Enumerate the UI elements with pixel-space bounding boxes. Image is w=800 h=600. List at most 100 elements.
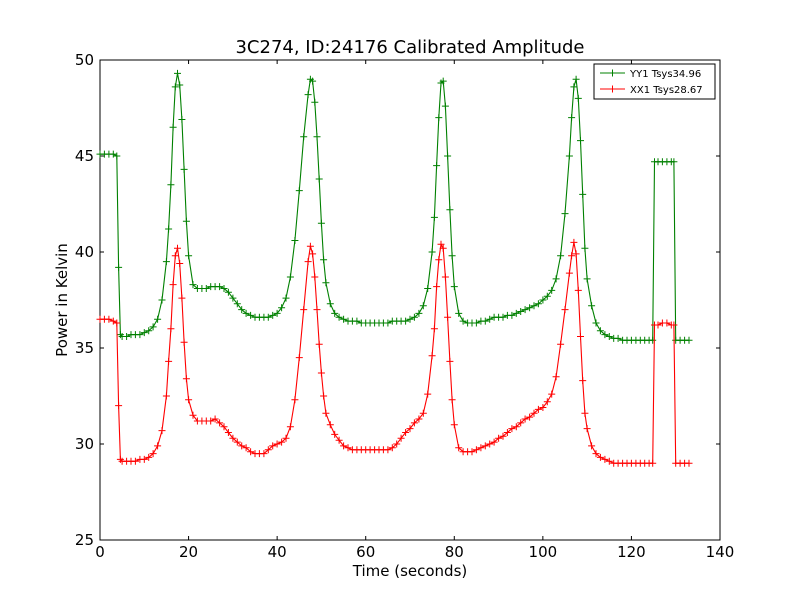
data-point bbox=[247, 311, 255, 319]
data-point bbox=[530, 409, 538, 417]
data-point bbox=[654, 321, 662, 329]
data-point bbox=[291, 237, 299, 244]
data-point bbox=[224, 429, 232, 436]
data-point bbox=[402, 317, 410, 325]
data-point bbox=[577, 333, 584, 340]
data-point bbox=[596, 327, 604, 335]
data-point bbox=[499, 432, 507, 440]
data-point bbox=[439, 77, 447, 85]
data-point bbox=[145, 327, 153, 335]
data-point bbox=[490, 438, 498, 446]
data-point bbox=[174, 69, 181, 77]
data-point bbox=[162, 392, 170, 400]
data-point bbox=[579, 377, 587, 385]
data-point bbox=[315, 340, 323, 348]
data-point bbox=[158, 296, 166, 304]
data-point bbox=[406, 315, 414, 323]
data-point bbox=[588, 442, 596, 450]
data-point bbox=[568, 114, 576, 122]
data-point bbox=[162, 258, 170, 266]
data-point bbox=[448, 252, 456, 260]
data-point bbox=[459, 317, 467, 325]
data-point bbox=[486, 315, 494, 323]
data-point bbox=[572, 250, 580, 258]
data-point bbox=[605, 333, 613, 340]
data-point bbox=[570, 238, 578, 246]
data-point bbox=[238, 306, 246, 314]
data-point bbox=[165, 225, 173, 233]
data-point bbox=[233, 300, 241, 308]
data-point bbox=[269, 311, 277, 319]
data-point bbox=[340, 315, 348, 323]
data-point bbox=[415, 415, 423, 423]
data-point bbox=[433, 162, 441, 170]
data-point bbox=[220, 423, 228, 431]
data-point bbox=[115, 402, 123, 410]
legend-marker-xx1 bbox=[609, 85, 616, 93]
data-point bbox=[552, 275, 560, 283]
data-point bbox=[384, 319, 392, 327]
chart-title: 3C274, ID:24176 Calibrated Amplitude bbox=[235, 37, 584, 58]
data-point bbox=[472, 319, 480, 327]
data-point bbox=[557, 340, 565, 348]
legend-label-yy1: YY1 Tsys34.96 bbox=[629, 69, 701, 80]
data-point bbox=[140, 455, 148, 463]
data-point bbox=[300, 133, 308, 141]
data-point bbox=[446, 206, 454, 214]
data-point bbox=[517, 308, 525, 315]
data-point bbox=[393, 440, 401, 448]
data-point bbox=[171, 252, 179, 260]
data-point bbox=[552, 373, 560, 381]
data-point bbox=[320, 256, 328, 264]
data-point bbox=[430, 213, 438, 221]
series-1 bbox=[96, 238, 693, 467]
data-point bbox=[113, 152, 121, 160]
data-point bbox=[508, 425, 516, 433]
data-point bbox=[685, 459, 693, 467]
data-point bbox=[176, 260, 184, 267]
data-point bbox=[565, 152, 573, 160]
data-point bbox=[468, 448, 476, 456]
data-point bbox=[322, 279, 330, 287]
data-point bbox=[220, 285, 228, 292]
data-point bbox=[428, 352, 436, 360]
data-point bbox=[437, 240, 445, 248]
data-point bbox=[185, 252, 193, 260]
data-point bbox=[592, 450, 600, 458]
data-point bbox=[269, 442, 277, 450]
data-point bbox=[557, 252, 565, 260]
data-point bbox=[581, 244, 589, 252]
data-point bbox=[211, 415, 219, 423]
data-point bbox=[568, 252, 576, 260]
data-point bbox=[455, 444, 463, 452]
data-point bbox=[439, 244, 447, 252]
data-point bbox=[216, 419, 224, 427]
y-tick-label: 40 bbox=[75, 243, 94, 261]
data-point bbox=[207, 417, 215, 425]
data-point bbox=[167, 181, 175, 189]
data-point bbox=[202, 285, 210, 292]
data-point bbox=[229, 434, 237, 442]
plot-area bbox=[99, 59, 721, 541]
data-point bbox=[583, 275, 591, 283]
data-point bbox=[260, 450, 268, 458]
data-point bbox=[534, 300, 542, 308]
data-point bbox=[149, 323, 157, 331]
legend-marker-yy1 bbox=[609, 69, 616, 77]
data-point bbox=[136, 331, 144, 339]
data-point bbox=[448, 396, 456, 404]
data-point bbox=[295, 354, 303, 362]
data-point bbox=[313, 133, 321, 141]
data-point bbox=[340, 442, 348, 450]
data-point bbox=[601, 331, 609, 339]
y-tick-label: 35 bbox=[75, 339, 94, 357]
data-point bbox=[450, 421, 458, 429]
data-point bbox=[397, 434, 405, 442]
data-point bbox=[278, 438, 286, 446]
data-point bbox=[472, 446, 480, 454]
legend-box bbox=[593, 63, 716, 100]
data-point bbox=[264, 446, 272, 454]
data-point bbox=[583, 425, 591, 433]
data-point bbox=[561, 210, 569, 218]
